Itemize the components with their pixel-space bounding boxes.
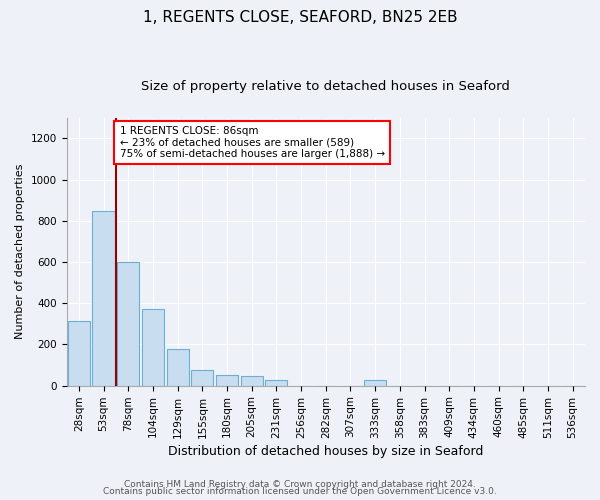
Bar (216, 376, 238, 386)
Bar (241, 376, 263, 386)
Bar (364, 380, 386, 386)
Y-axis label: Number of detached properties: Number of detached properties (15, 164, 25, 340)
X-axis label: Distribution of detached houses by size in Seaford: Distribution of detached houses by size … (168, 444, 484, 458)
Bar (142, 310, 164, 386)
Bar (191, 370, 214, 386)
Bar (167, 348, 189, 386)
Text: Contains HM Land Registry data © Crown copyright and database right 2024.: Contains HM Land Registry data © Crown c… (124, 480, 476, 489)
Text: Contains public sector information licensed under the Open Government Licence v3: Contains public sector information licen… (103, 488, 497, 496)
Text: 1 REGENTS CLOSE: 86sqm
← 23% of detached houses are smaller (589)
75% of semi-de: 1 REGENTS CLOSE: 86sqm ← 23% of detached… (119, 126, 385, 159)
Title: Size of property relative to detached houses in Seaford: Size of property relative to detached ho… (142, 80, 510, 93)
Bar (265, 380, 287, 386)
Bar (68, 321, 90, 386)
Text: 1, REGENTS CLOSE, SEAFORD, BN25 2EB: 1, REGENTS CLOSE, SEAFORD, BN25 2EB (143, 10, 457, 25)
Bar (117, 262, 139, 386)
Bar (92, 210, 115, 386)
